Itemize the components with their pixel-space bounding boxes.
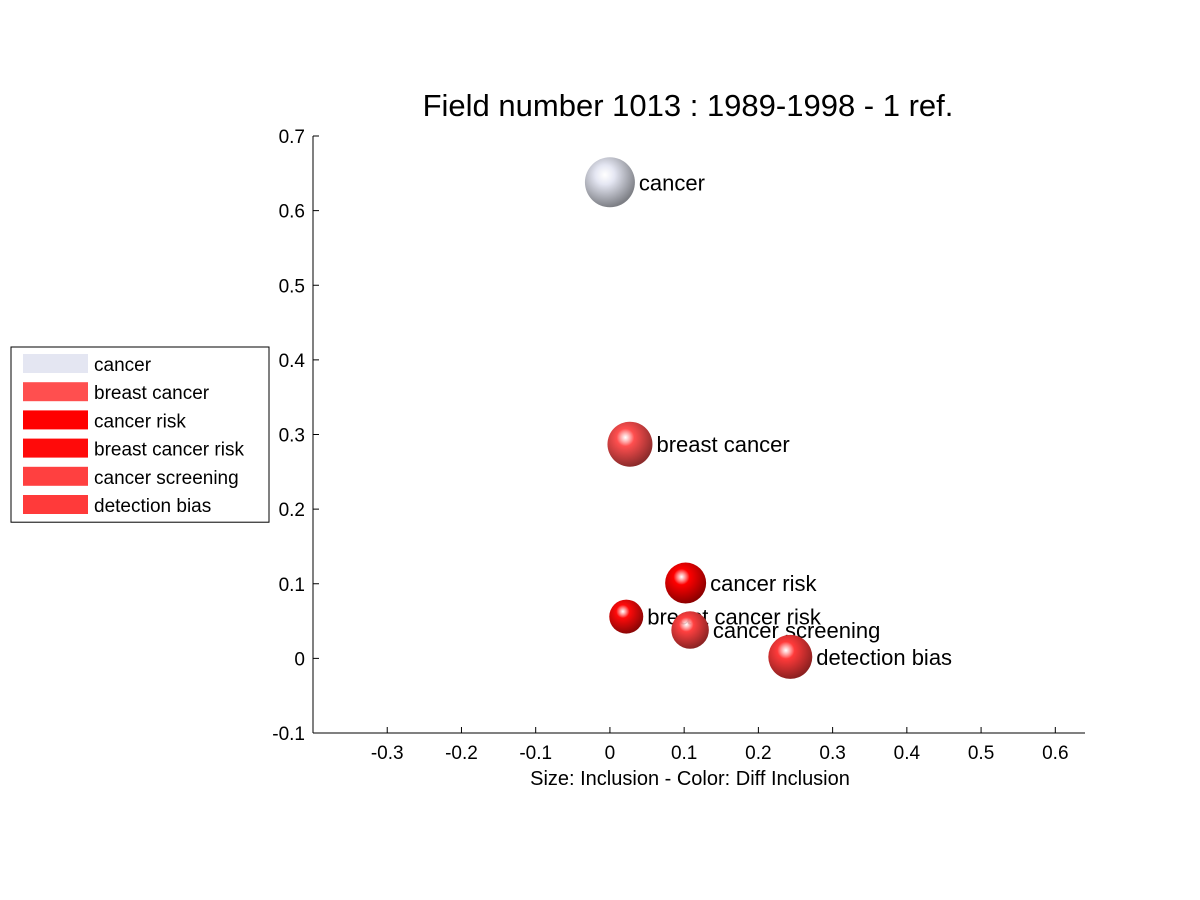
plot-axes: -0.3 -0.2 -0.1 0 0.1 0.2 0.3 0.4 0.5 0.6 -0.1 0 0.1 0… [272, 127, 1085, 764]
y-tick-label: 0 [294, 649, 305, 670]
data-point [609, 599, 644, 634]
x-tick-label: 0.1 [671, 743, 697, 764]
y-tick-label: 0.4 [279, 351, 306, 372]
x-tick-label: 0 [605, 743, 616, 764]
chart-title: Field number 1013 : 1989-1998 - 1 ref. [423, 88, 954, 123]
legend-label: cancer risk [94, 411, 186, 432]
legend-label: cancer screening [94, 468, 239, 489]
legend-swatch [23, 382, 88, 402]
data-point [584, 157, 635, 208]
legend-label: detection bias [94, 496, 211, 517]
y-tick-label: 0.3 [279, 426, 305, 447]
x-tick-label: -0.3 [371, 743, 404, 764]
x-tick-label: 0.3 [819, 743, 845, 764]
x-axis-label: Size: Inclusion - Color: Diff Inclusion [530, 768, 850, 790]
point-label: cancer risk [710, 571, 817, 596]
legend-label: breast cancer [94, 383, 210, 404]
data-point [665, 562, 707, 604]
data-point [671, 611, 709, 649]
y-tick-label: 0.5 [279, 276, 305, 297]
legend-label: breast cancer risk [94, 440, 244, 461]
y-tick-label: -0.1 [272, 724, 305, 745]
legend-swatch [23, 466, 88, 486]
x-tick-label: 0.4 [894, 743, 921, 764]
x-tick-label: -0.1 [519, 743, 552, 764]
x-tick-label: 0.5 [968, 743, 994, 764]
x-tick-label: 0.6 [1042, 743, 1068, 764]
y-tick-label: 0.6 [279, 202, 305, 223]
y-tick-label: 0.7 [279, 127, 305, 148]
legend-label: cancer [94, 355, 152, 376]
legend-box [10, 346, 270, 523]
legend-swatch [23, 354, 88, 373]
x-tick-label: -0.2 [445, 743, 478, 764]
legend: cancer breast cancer cancer risk breast can… [10, 346, 270, 523]
point-label: cancer [639, 170, 705, 195]
legend-swatch [23, 438, 88, 458]
legend-swatch [23, 495, 88, 514]
y-tick-label: 0.1 [279, 575, 305, 596]
data-point [607, 421, 653, 467]
x-tick-label: 0.2 [745, 743, 771, 764]
data-point [768, 634, 813, 679]
point-label: breast cancer [656, 432, 789, 457]
y-tick-label: 0.2 [279, 500, 305, 521]
legend-swatch [23, 410, 88, 430]
point-label: detection bias [816, 645, 952, 670]
